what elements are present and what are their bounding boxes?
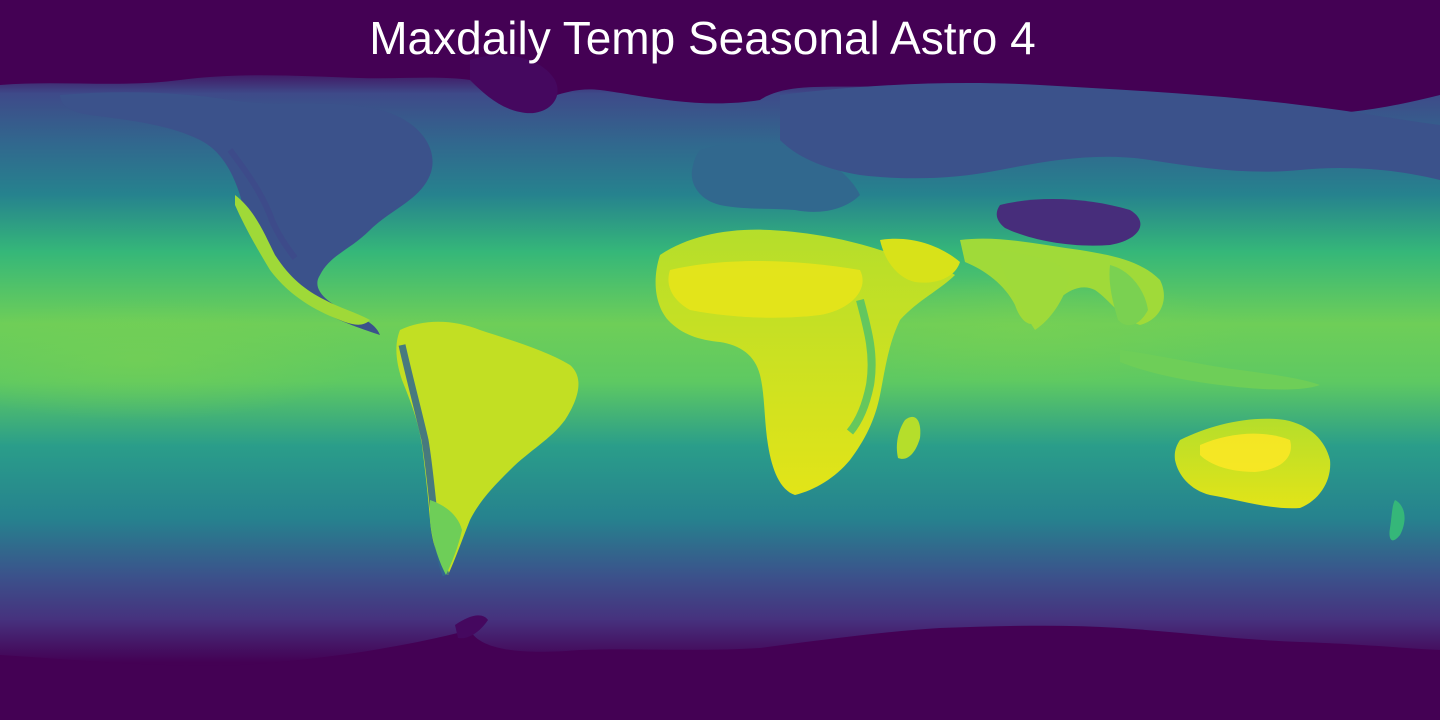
- indochina: [1109, 265, 1148, 326]
- sahara-hot: [668, 261, 863, 318]
- asia-north: [780, 83, 1440, 180]
- madagascar: [896, 416, 921, 459]
- antarctic-peninsula: [455, 615, 488, 639]
- tibet-plateau: [996, 198, 1141, 246]
- australia-hot: [1200, 433, 1291, 472]
- arctic-cap: [0, 0, 1440, 115]
- indonesia: [1120, 350, 1320, 390]
- pacific-warm-pool: [0, 300, 360, 420]
- map-title: Maxdaily Temp Seasonal Astro 4: [369, 12, 1036, 64]
- india: [999, 250, 1070, 330]
- greenland: [470, 55, 558, 114]
- north-america-south: [235, 195, 370, 325]
- east-africa-highlands: [846, 298, 876, 435]
- arabia: [880, 238, 960, 283]
- patagonia: [430, 500, 462, 575]
- rockies: [227, 148, 298, 260]
- new-zealand: [1389, 500, 1405, 541]
- antarctica: [0, 625, 1440, 720]
